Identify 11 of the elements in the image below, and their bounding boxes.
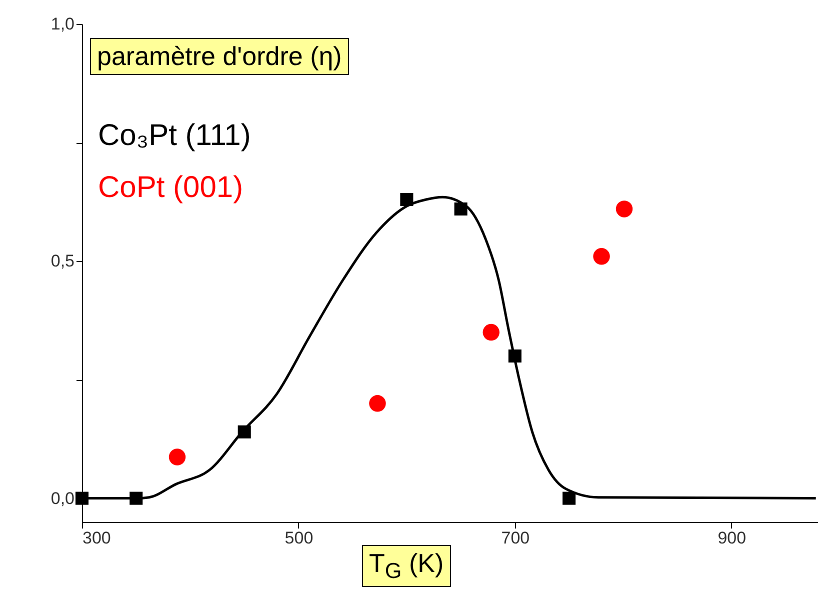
y-tick-label: 0,5 (50, 252, 74, 271)
x-axis-title: T$_{G}$ (K) (362, 545, 451, 588)
x-tick-label: 900 (718, 528, 746, 548)
x-tick-label: 700 (501, 528, 530, 548)
y-tick-label: 1,0 (50, 14, 74, 34)
text: CoPt (001) (98, 170, 244, 206)
y-tick-label: 0,0 (50, 488, 74, 508)
text: Co₃Pt (111) (98, 118, 251, 154)
x-tick-label: 500 (284, 528, 314, 548)
y-axis-title: paramètre d'ordre (η) (90, 38, 349, 75)
x-tick-label: 300 (82, 528, 111, 548)
